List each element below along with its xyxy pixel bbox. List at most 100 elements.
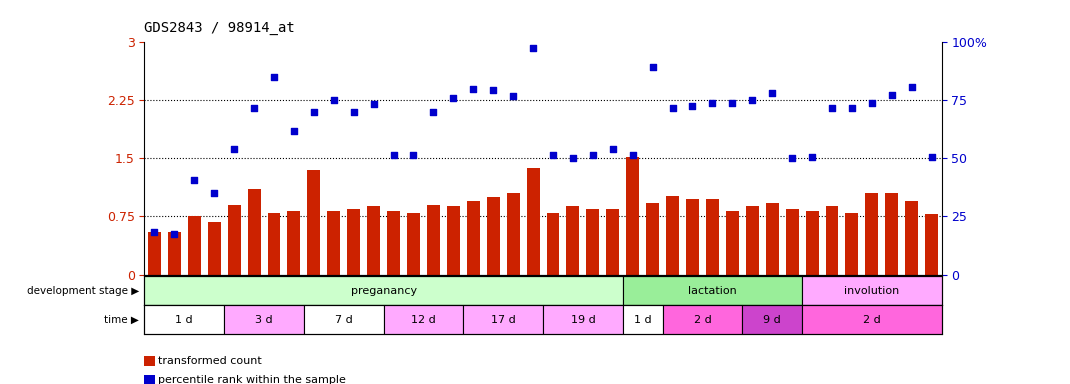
- Bar: [547, 213, 560, 275]
- Bar: [926, 214, 938, 275]
- Text: GDS2843 / 98914_at: GDS2843 / 98914_at: [144, 21, 295, 35]
- Text: 1 d: 1 d: [633, 314, 652, 325]
- Text: time ▶: time ▶: [104, 314, 139, 325]
- Point: [664, 105, 682, 111]
- Bar: [225, 305, 304, 334]
- Point: [245, 105, 262, 111]
- Point: [704, 99, 721, 106]
- Point: [624, 151, 641, 157]
- Bar: [144, 305, 225, 334]
- Bar: [367, 207, 380, 275]
- Bar: [348, 209, 361, 275]
- Point: [205, 190, 223, 196]
- Bar: [427, 205, 440, 275]
- Point: [226, 146, 243, 152]
- Bar: [247, 189, 260, 275]
- Text: 2 d: 2 d: [693, 314, 712, 325]
- Bar: [586, 209, 599, 275]
- Point: [564, 156, 581, 162]
- Point: [365, 101, 382, 107]
- Bar: [623, 305, 662, 334]
- Point: [723, 99, 740, 106]
- Point: [166, 231, 183, 237]
- Bar: [487, 197, 500, 275]
- Point: [505, 93, 522, 99]
- Text: 1 d: 1 d: [175, 314, 193, 325]
- Bar: [304, 305, 384, 334]
- Text: 7 d: 7 d: [335, 314, 353, 325]
- Bar: [168, 232, 181, 275]
- Bar: [387, 211, 400, 275]
- Text: transformed count: transformed count: [158, 356, 262, 366]
- Point: [545, 151, 562, 157]
- Text: preganancy: preganancy: [351, 286, 416, 296]
- Text: 19 d: 19 d: [570, 314, 595, 325]
- Point: [584, 151, 601, 157]
- Point: [605, 146, 622, 152]
- Bar: [802, 305, 942, 334]
- Point: [804, 154, 821, 160]
- Text: 9 d: 9 d: [763, 314, 781, 325]
- Point: [524, 45, 541, 51]
- Bar: [785, 209, 798, 275]
- Point: [346, 109, 363, 115]
- Point: [783, 156, 800, 162]
- Bar: [885, 193, 898, 275]
- Point: [325, 97, 342, 103]
- Bar: [268, 213, 280, 275]
- Bar: [144, 276, 623, 305]
- Bar: [607, 209, 620, 275]
- Text: development stage ▶: development stage ▶: [27, 286, 139, 296]
- Bar: [667, 195, 679, 275]
- Bar: [148, 232, 160, 275]
- Bar: [208, 222, 220, 275]
- Point: [764, 89, 781, 96]
- Point: [883, 92, 900, 98]
- Bar: [407, 213, 419, 275]
- Point: [824, 105, 841, 111]
- Bar: [746, 207, 759, 275]
- Point: [445, 95, 462, 101]
- Text: 12 d: 12 d: [411, 314, 435, 325]
- Bar: [626, 157, 639, 275]
- Text: 3 d: 3 d: [256, 314, 273, 325]
- Point: [485, 87, 502, 93]
- Bar: [766, 203, 779, 275]
- Point: [863, 99, 881, 106]
- Point: [146, 229, 163, 235]
- Text: 2 d: 2 d: [863, 314, 881, 325]
- Bar: [307, 170, 320, 275]
- Text: lactation: lactation: [688, 286, 737, 296]
- Bar: [447, 207, 460, 275]
- Bar: [623, 276, 802, 305]
- Bar: [566, 207, 579, 275]
- Point: [385, 151, 402, 157]
- Bar: [866, 193, 878, 275]
- Bar: [463, 305, 542, 334]
- Point: [186, 177, 203, 183]
- Bar: [526, 168, 539, 275]
- Bar: [507, 193, 520, 275]
- Bar: [806, 211, 819, 275]
- Bar: [646, 203, 659, 275]
- Point: [843, 105, 860, 111]
- Point: [286, 128, 303, 134]
- Bar: [288, 211, 301, 275]
- Bar: [826, 207, 839, 275]
- Bar: [725, 211, 738, 275]
- Bar: [802, 276, 942, 305]
- Bar: [662, 305, 743, 334]
- Text: percentile rank within the sample: percentile rank within the sample: [158, 375, 347, 384]
- Point: [404, 151, 422, 157]
- Bar: [544, 305, 623, 334]
- Point: [305, 109, 322, 115]
- Point: [265, 74, 282, 80]
- Point: [644, 64, 661, 70]
- Bar: [743, 305, 802, 334]
- Bar: [467, 201, 479, 275]
- Bar: [384, 305, 463, 334]
- Point: [684, 103, 701, 109]
- Bar: [905, 201, 918, 275]
- Text: 17 d: 17 d: [491, 314, 516, 325]
- Point: [425, 109, 442, 115]
